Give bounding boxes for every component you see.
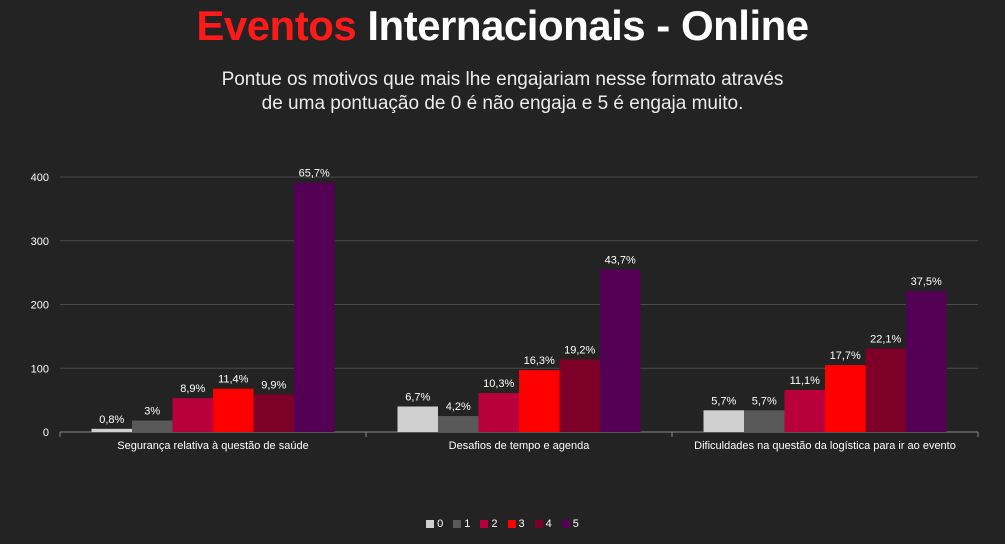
data-label: 11,1%	[790, 375, 821, 387]
y-tick-label: 200	[31, 300, 49, 312]
bar-series-5	[906, 291, 947, 432]
chart-subtitle: Pontue os motivos que mais lhe engajaria…	[0, 68, 1005, 116]
bar-series-5	[600, 269, 641, 432]
bar-series-0	[397, 406, 438, 432]
legend-label: 3	[518, 518, 525, 530]
bar-series-0	[91, 428, 132, 432]
chart-legend: 0 1 2 3 4 5	[0, 518, 1005, 530]
legend-item: 5	[561, 518, 579, 530]
legend-label: 5	[572, 518, 579, 530]
bar-series-0	[703, 410, 744, 432]
y-tick-label: 300	[31, 236, 49, 248]
data-label: 11,4%	[218, 374, 249, 386]
bar-series-4	[559, 359, 600, 432]
chart-title: Eventos Internacionais - Online	[0, 2, 1005, 50]
bar-series-3	[825, 365, 866, 432]
title-rest: Internacionais - Online	[367, 2, 809, 49]
y-tick-label: 0	[43, 427, 49, 439]
bar-series-2	[784, 389, 825, 432]
data-label: 5,7%	[752, 395, 777, 407]
data-label: 37,5%	[911, 276, 942, 288]
y-tick-label: 400	[31, 172, 49, 184]
data-label: 19,2%	[564, 344, 595, 356]
bar-series-3	[213, 388, 254, 432]
bar-series-1	[438, 416, 479, 432]
data-label: 3%	[144, 406, 160, 418]
legend-item: 0	[426, 518, 443, 530]
category-label: Dificuldades na questão da logística par…	[694, 440, 956, 452]
data-label: 8,9%	[180, 383, 205, 395]
category-label: Segurança relativa à questão de saúde	[117, 440, 308, 452]
data-label: 5,7%	[711, 395, 736, 407]
legend-item: 1	[453, 518, 470, 530]
legend-item: 4	[534, 518, 552, 530]
legend-item: 3	[507, 518, 525, 530]
data-label: 43,7%	[605, 254, 636, 266]
legend-swatch	[426, 520, 435, 528]
data-label: 16,3%	[524, 355, 555, 367]
legend-swatch	[561, 520, 570, 528]
data-label: 4,2%	[446, 401, 471, 413]
legend-swatch	[534, 520, 543, 528]
y-tick-label: 100	[31, 363, 49, 375]
legend-label: 2	[491, 518, 498, 530]
legend-label: 4	[545, 518, 552, 530]
bar-series-5	[294, 182, 335, 432]
legend-swatch	[453, 520, 462, 528]
legend-label: 1	[464, 518, 471, 530]
legend-item: 2	[480, 518, 498, 530]
bar-series-1	[132, 420, 173, 432]
data-label: 65,7%	[299, 168, 330, 180]
data-label: 9,9%	[261, 379, 286, 391]
legend-swatch	[480, 520, 489, 528]
data-label: 0,8%	[99, 414, 124, 426]
title-highlight: Eventos	[196, 2, 357, 49]
legend-label: 0	[437, 518, 444, 530]
bar-series-1	[744, 410, 785, 432]
category-label: Desafios de tempo e agenda	[449, 440, 591, 452]
data-label: 6,7%	[405, 392, 430, 404]
data-label: 17,7%	[830, 350, 861, 362]
legend-swatch	[507, 520, 516, 528]
bar-series-2	[172, 398, 213, 432]
bar-series-3	[519, 370, 560, 432]
data-label: 22,1%	[870, 333, 901, 345]
subtitle-line-2: de uma pontuação de 0 é não engaja e 5 é…	[261, 93, 744, 114]
bar-series-2	[478, 393, 519, 432]
data-label: 10,3%	[483, 378, 514, 390]
subtitle-line-1: Pontue os motivos que mais lhe engajaria…	[221, 69, 784, 90]
bar-series-4	[253, 394, 294, 432]
bar-series-4	[865, 348, 906, 432]
